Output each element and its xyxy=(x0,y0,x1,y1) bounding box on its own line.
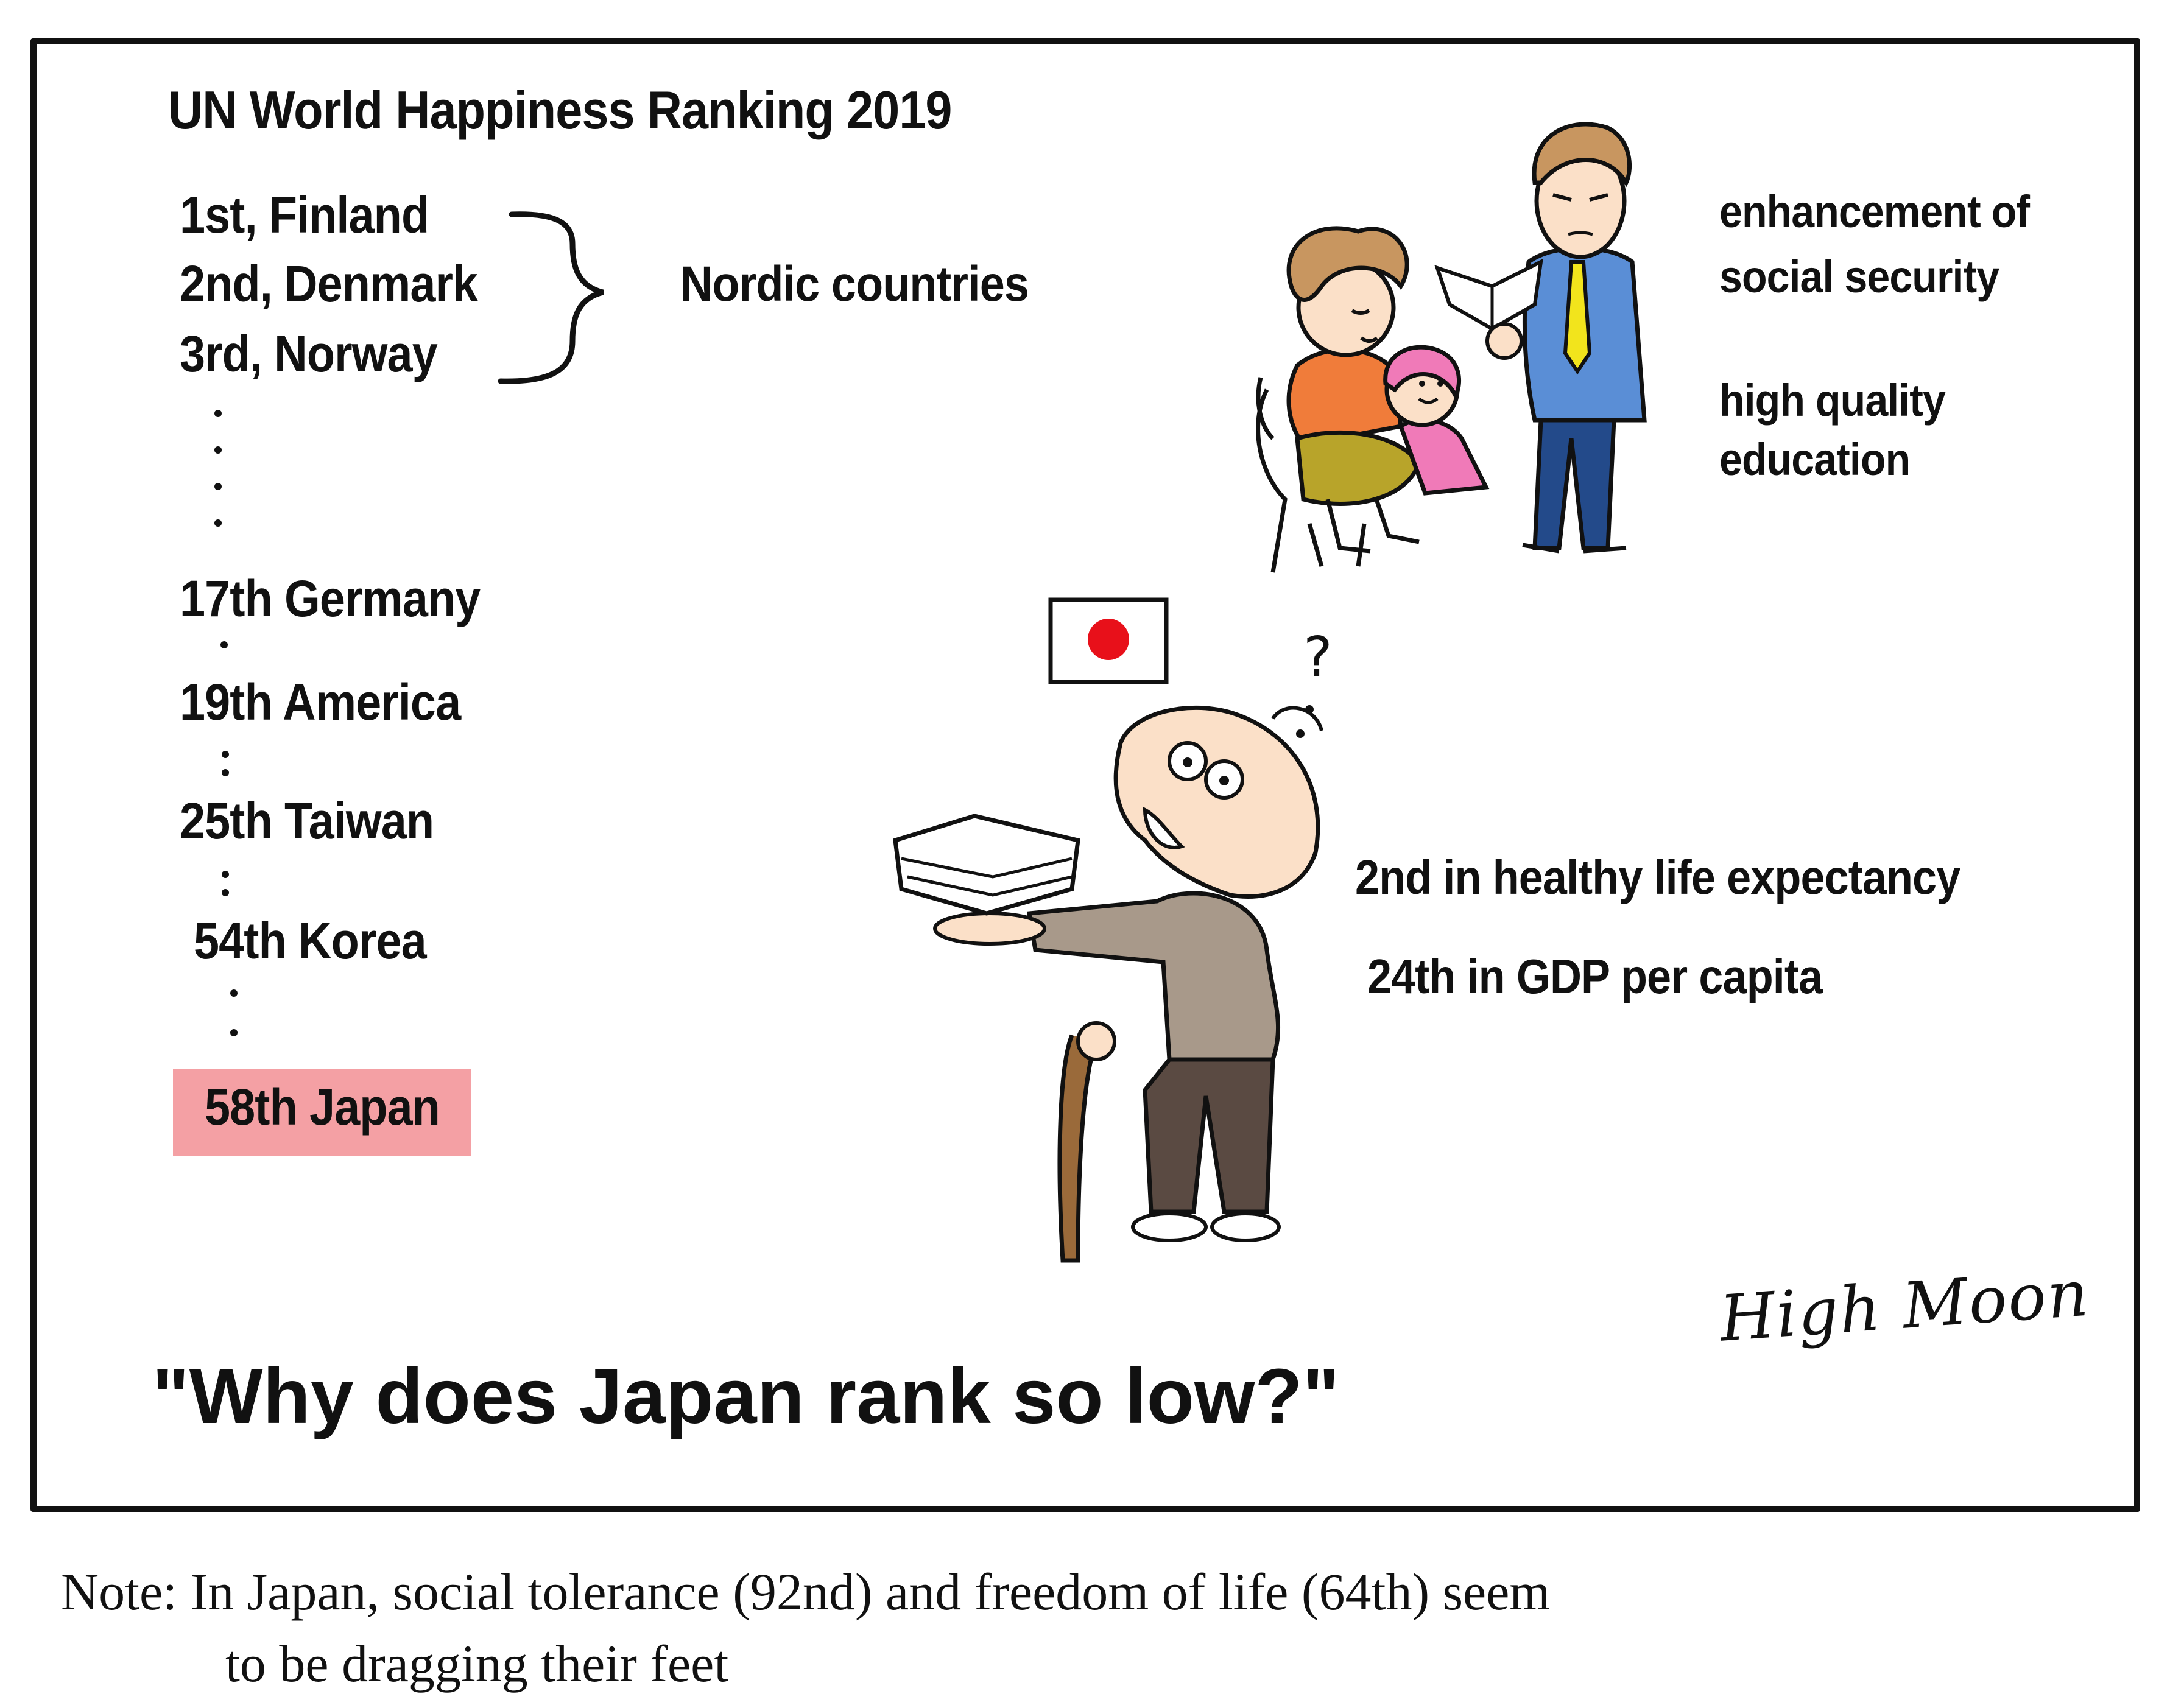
factor-line-1: enhancement of xyxy=(1719,186,2030,237)
footnote: Note: In Japan, social tolerance (92nd) … xyxy=(61,1556,1550,1699)
dot xyxy=(214,410,222,417)
dot xyxy=(222,751,229,758)
stat-gdp: 24th in GDP per capita xyxy=(1367,949,1823,1003)
dot xyxy=(230,1029,238,1036)
dot xyxy=(222,889,229,896)
question-mark-icon: ? xyxy=(1303,625,1333,689)
dot xyxy=(214,446,222,454)
dot xyxy=(230,989,238,997)
main-question: "Why does Japan rank so low?" xyxy=(152,1353,1340,1440)
stat-life-expectancy: 2nd in healthy life expectancy xyxy=(1355,850,1960,904)
rank-america: 19th America xyxy=(180,673,461,731)
curly-brace xyxy=(498,211,604,384)
rank-japan: 58th Japan xyxy=(205,1078,440,1136)
old-man-illustration xyxy=(893,705,1323,1263)
rank-korea: 54th Korea xyxy=(194,912,427,969)
footnote-line-2: to be dragging their feet xyxy=(225,1634,729,1693)
dot xyxy=(214,519,222,527)
girl-illustration xyxy=(1383,345,1490,496)
footnote-line-1: Note: In Japan, social tolerance (92nd) … xyxy=(61,1562,1551,1621)
dot xyxy=(220,641,228,648)
rank-denmark: 2nd, Denmark xyxy=(180,255,478,312)
rank-germany: 17th Germany xyxy=(180,570,481,627)
rank-norway: 3rd, Norway xyxy=(180,325,438,382)
woman-reading-illustration xyxy=(1256,226,1421,573)
dot xyxy=(222,871,229,878)
dot xyxy=(222,769,229,776)
rank-finland: 1st, Finland xyxy=(180,186,429,244)
dot xyxy=(214,483,222,490)
comic-frame xyxy=(30,38,2140,1512)
nordic-countries-label: Nordic countries xyxy=(680,256,1029,312)
comic-title: UN World Happiness Ranking 2019 xyxy=(168,80,952,140)
rank-taiwan: 25th Taiwan xyxy=(180,792,434,849)
japan-flag-icon xyxy=(1048,597,1169,684)
factor-line-4: education xyxy=(1719,434,1911,485)
factor-line-2: social security xyxy=(1719,251,1999,302)
factor-line-3: high quality xyxy=(1719,375,1946,426)
man-with-book-illustration xyxy=(1434,122,1647,554)
japan-highlight-box xyxy=(173,1069,471,1156)
